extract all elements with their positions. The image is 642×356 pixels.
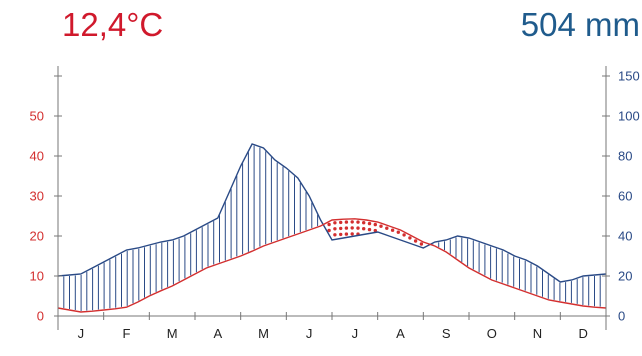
arid-dot: [350, 226, 354, 230]
left-tick-label: 10: [30, 269, 44, 284]
arid-dot: [333, 227, 337, 231]
arid-dot: [362, 221, 366, 225]
right-tick-label: 20: [618, 269, 632, 284]
arid-dot: [350, 220, 354, 224]
right-tick-label: 60: [618, 189, 632, 204]
right-tick-label: 0: [618, 309, 625, 324]
precipitation-line: [57, 143, 607, 283]
arid-dot: [344, 220, 349, 224]
month-label: J: [306, 326, 313, 341]
left-tick-label: 50: [30, 109, 44, 124]
right-tick-label: 40: [618, 229, 632, 244]
arid-dot: [413, 239, 418, 243]
arid-dot: [362, 227, 366, 231]
arid-dot: [373, 222, 377, 227]
month-label: M: [167, 326, 178, 341]
arid-dot: [339, 232, 343, 237]
right-tick-label: 80: [618, 149, 632, 164]
right-tick-label: 150: [618, 69, 640, 84]
month-label: D: [578, 326, 587, 341]
left-tick-label: 30: [30, 189, 44, 204]
arid-dot: [356, 220, 360, 224]
month-label: J: [352, 326, 359, 341]
left-tick-label: 20: [30, 229, 44, 244]
month-label: N: [533, 326, 542, 341]
arid-dot: [402, 233, 406, 237]
month-label: J: [78, 326, 85, 341]
left-tick-label: 40: [30, 149, 44, 164]
arid-dot: [379, 224, 383, 228]
arid-dot: [419, 242, 424, 246]
arid-dots: [327, 220, 424, 246]
month-label: S: [442, 326, 451, 341]
arid-dot: [327, 228, 331, 233]
arid-dot: [350, 232, 354, 236]
arid-dot: [339, 226, 343, 231]
arid-dot: [327, 222, 331, 227]
arid-dot: [344, 232, 349, 236]
arid-dot: [367, 221, 372, 226]
month-label: A: [396, 326, 405, 341]
arid-dot: [344, 226, 349, 230]
left-tick-label: 0: [37, 309, 44, 324]
arid-dot: [339, 220, 343, 225]
month-label: A: [213, 326, 222, 341]
month-label: F: [123, 326, 131, 341]
month-label: M: [258, 326, 269, 341]
arid-dot: [356, 226, 360, 230]
arid-dot: [367, 227, 372, 232]
arid-dot: [333, 233, 337, 237]
arid-dot: [390, 228, 395, 232]
temperature-line: [57, 218, 607, 313]
humid-hatching: [63, 145, 601, 311]
annual-mean-temperature: 12,4°C: [62, 6, 164, 43]
right-tick-label: 100: [618, 109, 640, 124]
arid-dot: [396, 230, 400, 234]
arid-dot: [333, 221, 337, 225]
month-label: O: [487, 326, 497, 341]
annual-precipitation: 504 mm: [520, 6, 640, 43]
arid-dot: [373, 228, 377, 233]
arid-dot: [385, 226, 389, 230]
arid-dot: [408, 236, 412, 240]
